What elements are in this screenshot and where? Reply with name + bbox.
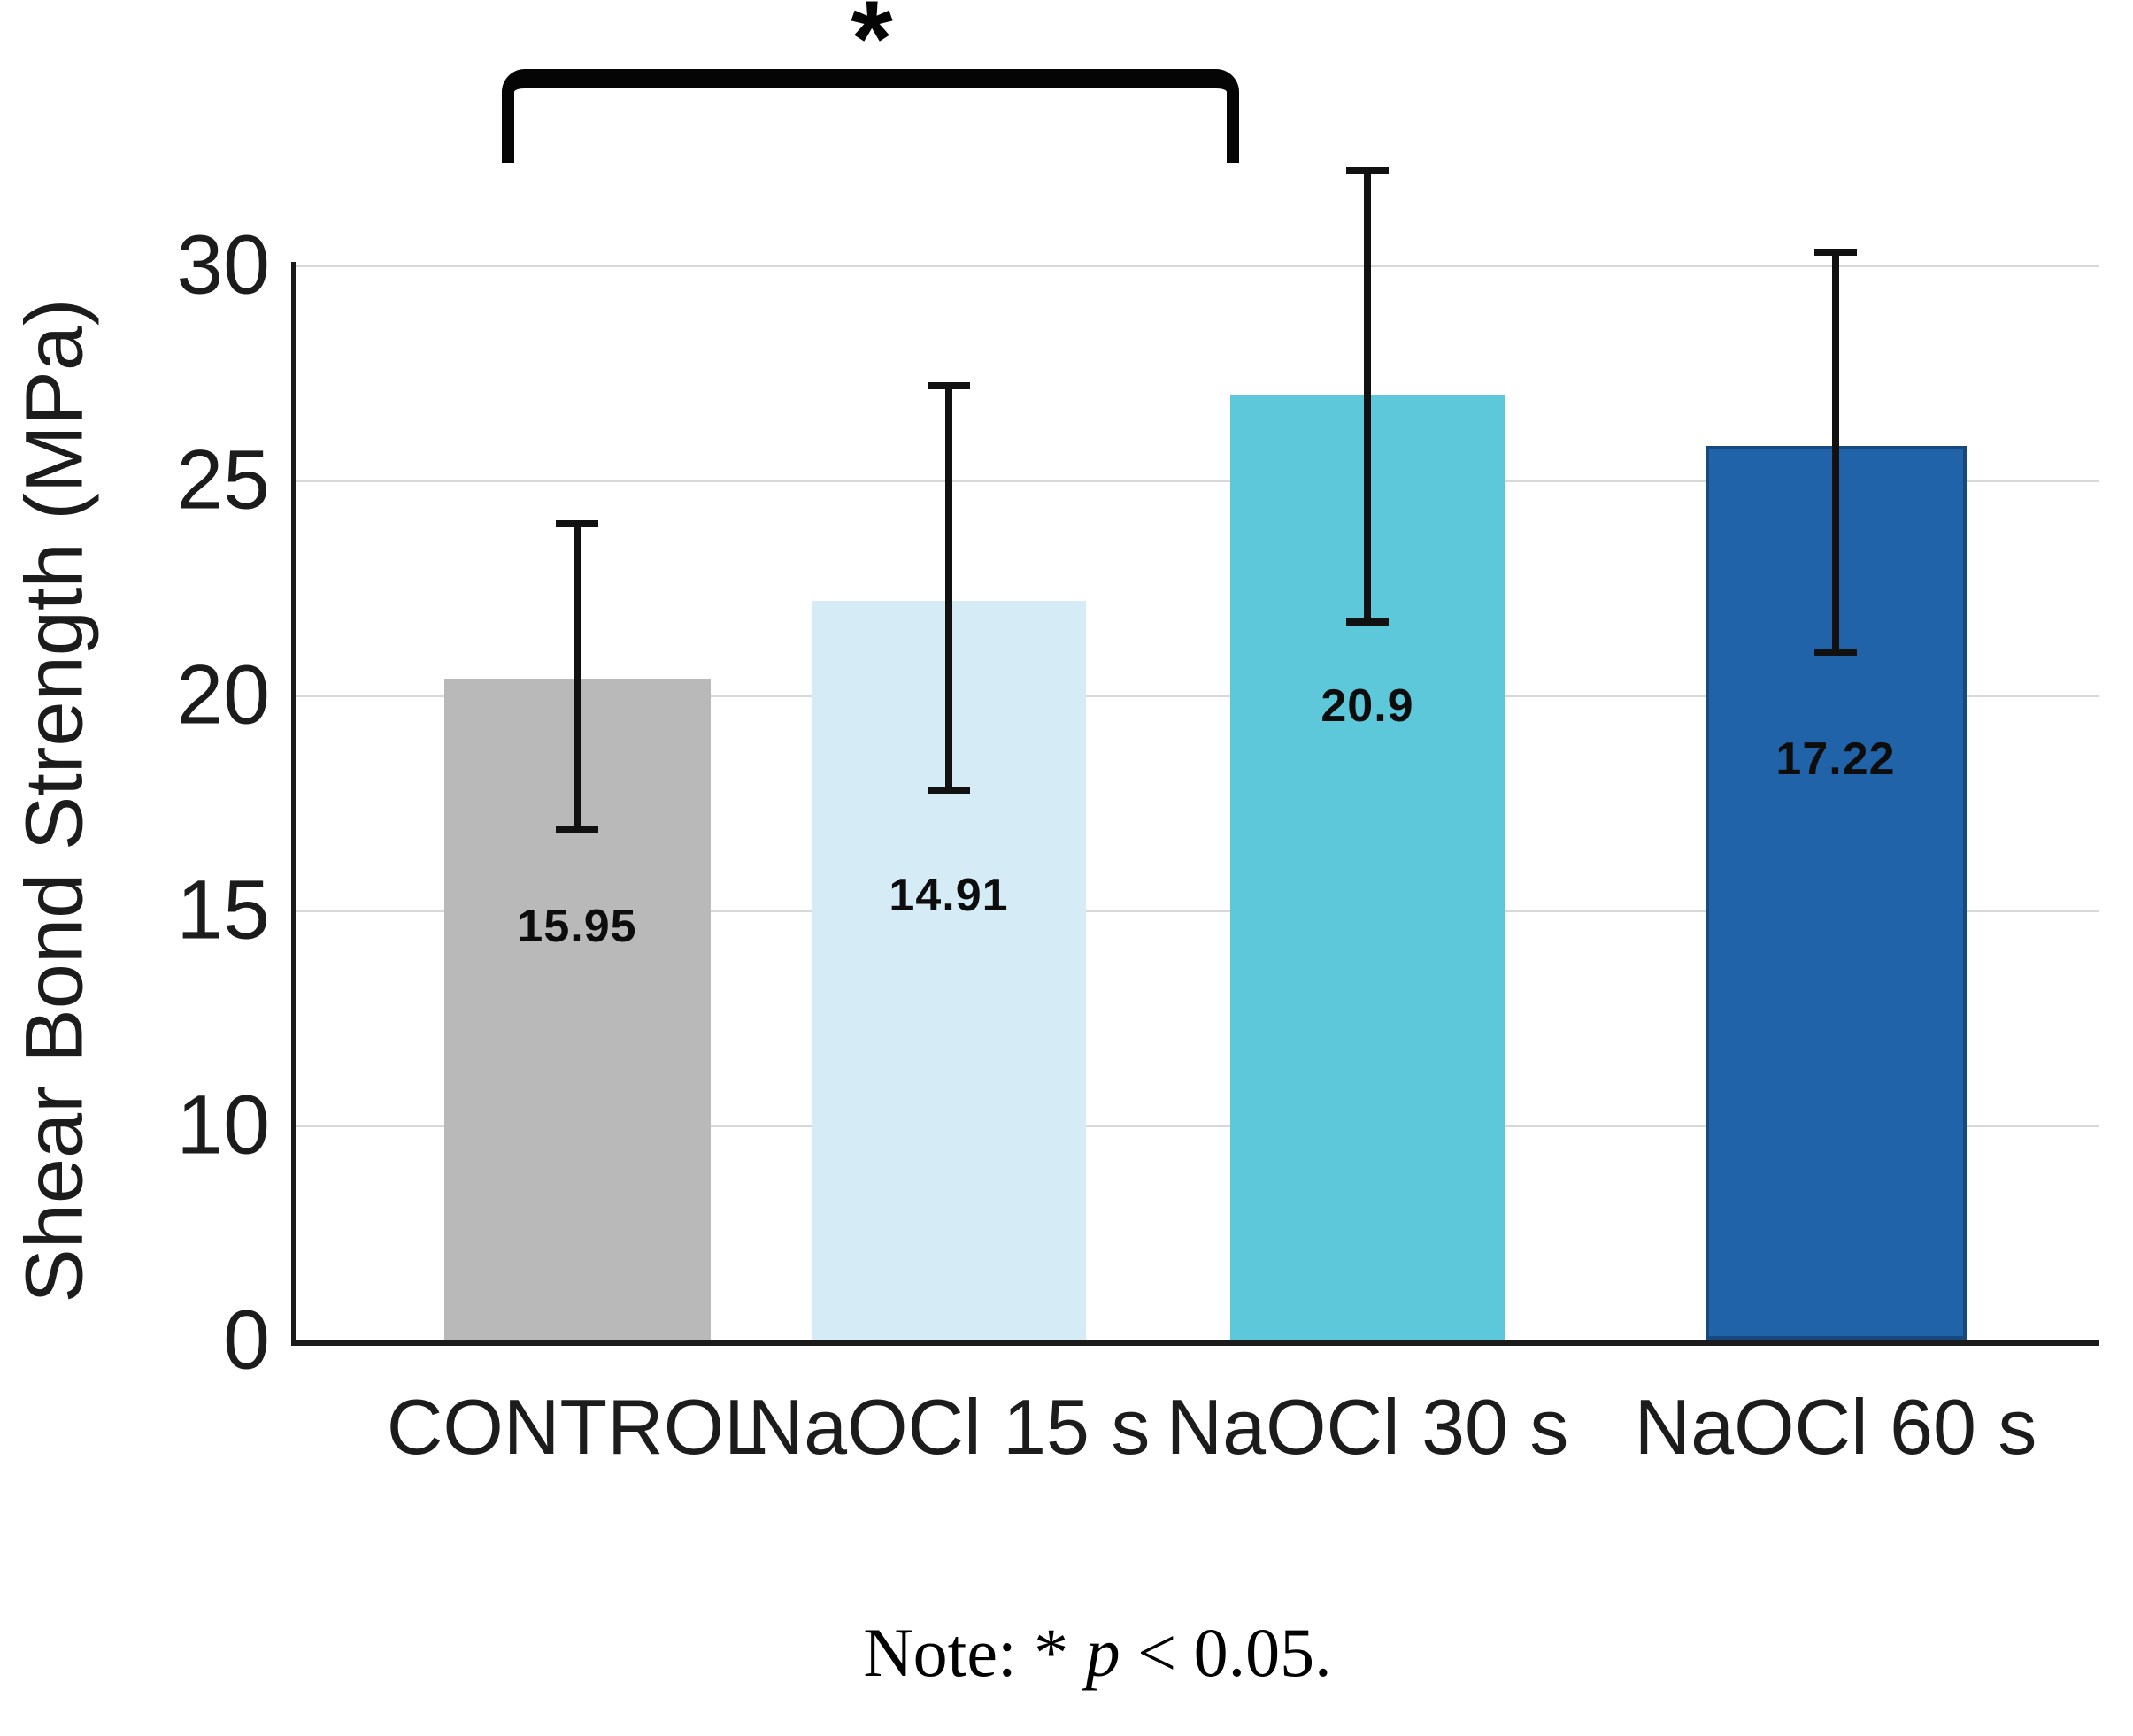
- y-tick-label-10: 10: [176, 1078, 270, 1172]
- error-bar-control-cap-bottom: [556, 825, 598, 833]
- y-axis-line: [291, 262, 296, 1346]
- y-tick-label-25: 25: [176, 433, 270, 527]
- y-tick-label-15: 15: [176, 863, 270, 957]
- x-label-naocl-60-s: NaOCl 60 s: [1634, 1383, 2037, 1471]
- x-label-naocl-30-s: NaOCl 30 s: [1166, 1383, 1569, 1471]
- error-bar-naocl-15-s-cap-bottom: [928, 786, 970, 794]
- note-p-symbol: p: [1085, 1614, 1120, 1691]
- gridline-20: [296, 695, 2099, 697]
- error-bar-naocl-30-s-stem: [1364, 171, 1371, 623]
- error-bar-naocl-15-s-stem: [945, 386, 952, 790]
- gridline-10: [296, 1125, 2099, 1127]
- value-label-20.9: 20.9: [1321, 680, 1414, 732]
- error-bar-naocl-60-s-cap-top: [1814, 249, 1857, 257]
- gridline-15: [296, 910, 2099, 912]
- y-tick-label-20: 20: [176, 648, 270, 742]
- error-bar-naocl-60-s-cap-bottom: [1814, 649, 1857, 657]
- y-tick-label-0: 0: [223, 1293, 270, 1387]
- note-prefix: Note: *: [863, 1614, 1086, 1691]
- gridline-25: [296, 480, 2099, 482]
- significance-asterisk: *: [851, 0, 893, 98]
- significance-bracket: [502, 69, 1239, 163]
- error-bar-control-cap-top: [556, 519, 598, 527]
- x-axis-line: [291, 1340, 2099, 1346]
- error-bar-naocl-60-s-stem: [1832, 252, 1839, 653]
- y-tick-label-30: 30: [176, 218, 270, 312]
- x-label-control: CONTROL: [386, 1383, 768, 1471]
- value-label-15.95: 15.95: [517, 901, 637, 952]
- gridline-30: [296, 265, 2099, 267]
- error-bar-naocl-15-s-cap-top: [928, 382, 970, 390]
- x-label-naocl-15-s: NaOCl 15 s: [747, 1383, 1151, 1471]
- note-suffix: < 0.05.: [1120, 1614, 1332, 1691]
- figure-note: Note: * p < 0.05.: [863, 1613, 1331, 1693]
- error-bar-naocl-30-s-cap-bottom: [1346, 618, 1389, 626]
- value-label-17.22: 17.22: [1775, 734, 1896, 785]
- error-bar-control-stem: [574, 523, 581, 829]
- error-bar-naocl-30-s-cap-top: [1346, 167, 1389, 175]
- value-label-14.91: 14.91: [889, 870, 1009, 921]
